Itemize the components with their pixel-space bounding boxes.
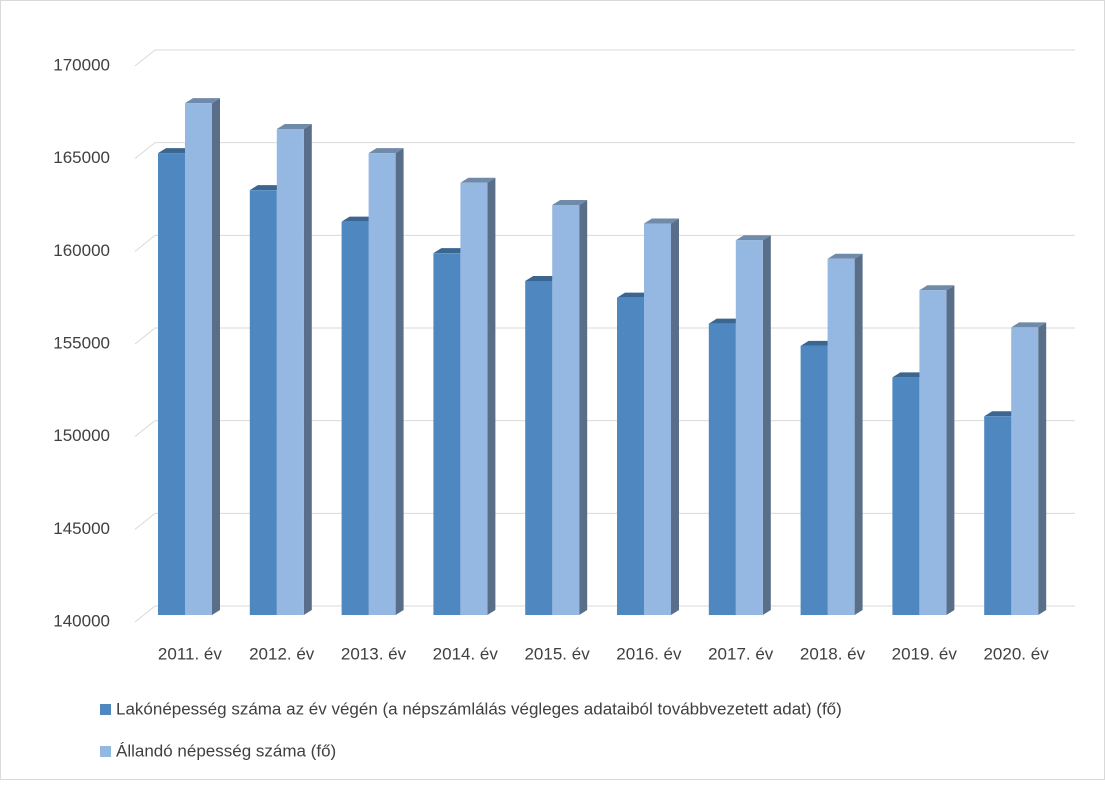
y-tick-label: 145000 bbox=[53, 519, 110, 538]
bar bbox=[185, 103, 212, 616]
bar-top bbox=[341, 216, 377, 222]
bar bbox=[800, 345, 828, 615]
x-tick-label: 2018. év bbox=[800, 644, 866, 663]
bar bbox=[158, 153, 185, 615]
x-tick-label: 2016. év bbox=[616, 644, 682, 663]
legend-label: Állandó népesség száma (fő) bbox=[116, 741, 336, 760]
x-tick-label: 2017. év bbox=[708, 644, 774, 663]
y-tick-label: 170000 bbox=[53, 55, 110, 74]
bar-side bbox=[946, 285, 955, 615]
y-tick-label: 155000 bbox=[53, 333, 110, 352]
bar-top bbox=[158, 148, 193, 154]
bar-top bbox=[433, 248, 469, 254]
bar bbox=[552, 205, 580, 615]
bar bbox=[827, 258, 855, 615]
x-tick-label: 2012. év bbox=[249, 644, 315, 663]
bar-side bbox=[579, 200, 588, 615]
x-tick-label: 2013. év bbox=[341, 644, 407, 663]
x-tick-label: 2020. év bbox=[983, 644, 1049, 663]
bar-top bbox=[708, 318, 744, 324]
bar bbox=[341, 221, 369, 615]
bar-top bbox=[552, 200, 588, 205]
bar bbox=[433, 253, 461, 616]
x-tick-label: 2011. év bbox=[158, 644, 222, 663]
legend-swatch bbox=[100, 704, 111, 715]
bar-top bbox=[617, 292, 652, 298]
bar bbox=[460, 182, 488, 615]
bar-top bbox=[185, 98, 220, 104]
y-tick-label: 160000 bbox=[53, 241, 110, 260]
y-tick-label: 150000 bbox=[53, 426, 110, 445]
bar-top bbox=[892, 372, 928, 378]
bar bbox=[617, 297, 644, 615]
bar bbox=[249, 190, 277, 615]
bar bbox=[525, 280, 553, 615]
bar-side bbox=[212, 98, 220, 616]
bar-top bbox=[827, 253, 863, 259]
legend-swatch bbox=[100, 746, 111, 757]
bar-top bbox=[644, 218, 679, 224]
bar-top bbox=[368, 148, 404, 154]
bar bbox=[735, 240, 763, 616]
bar-top bbox=[525, 275, 561, 281]
grid-line bbox=[134, 142, 1075, 160]
bar bbox=[276, 129, 304, 615]
bar bbox=[984, 416, 1012, 615]
bar-top bbox=[800, 340, 836, 346]
bar bbox=[708, 323, 736, 615]
bar-top bbox=[249, 185, 285, 191]
bar-top bbox=[1011, 322, 1047, 328]
bar-side bbox=[303, 124, 312, 615]
bar-side bbox=[487, 177, 496, 615]
bar bbox=[368, 153, 396, 615]
bar-top bbox=[984, 411, 1020, 417]
grid-line bbox=[134, 49, 1075, 67]
y-tick-label: 165000 bbox=[53, 148, 110, 167]
bar-side bbox=[854, 253, 863, 615]
bar bbox=[1011, 327, 1039, 615]
y-tick-label: 140000 bbox=[53, 611, 110, 630]
x-tick-label: 2019. év bbox=[892, 644, 958, 663]
bar-side bbox=[395, 148, 404, 615]
legend-label: Lakónépesség száma az év végén (a népszá… bbox=[116, 699, 842, 718]
x-tick-label: 2014. év bbox=[433, 644, 499, 663]
x-tick-label: 2015. év bbox=[524, 644, 590, 663]
bar-top bbox=[276, 124, 312, 130]
bar bbox=[892, 377, 920, 615]
bar-top bbox=[460, 177, 496, 183]
bar-side bbox=[1038, 322, 1047, 615]
bar-side bbox=[671, 218, 679, 616]
bar-top bbox=[919, 285, 955, 291]
bar bbox=[919, 290, 947, 615]
bar-side bbox=[762, 235, 771, 616]
bar-top bbox=[735, 235, 771, 241]
bar bbox=[644, 223, 671, 616]
